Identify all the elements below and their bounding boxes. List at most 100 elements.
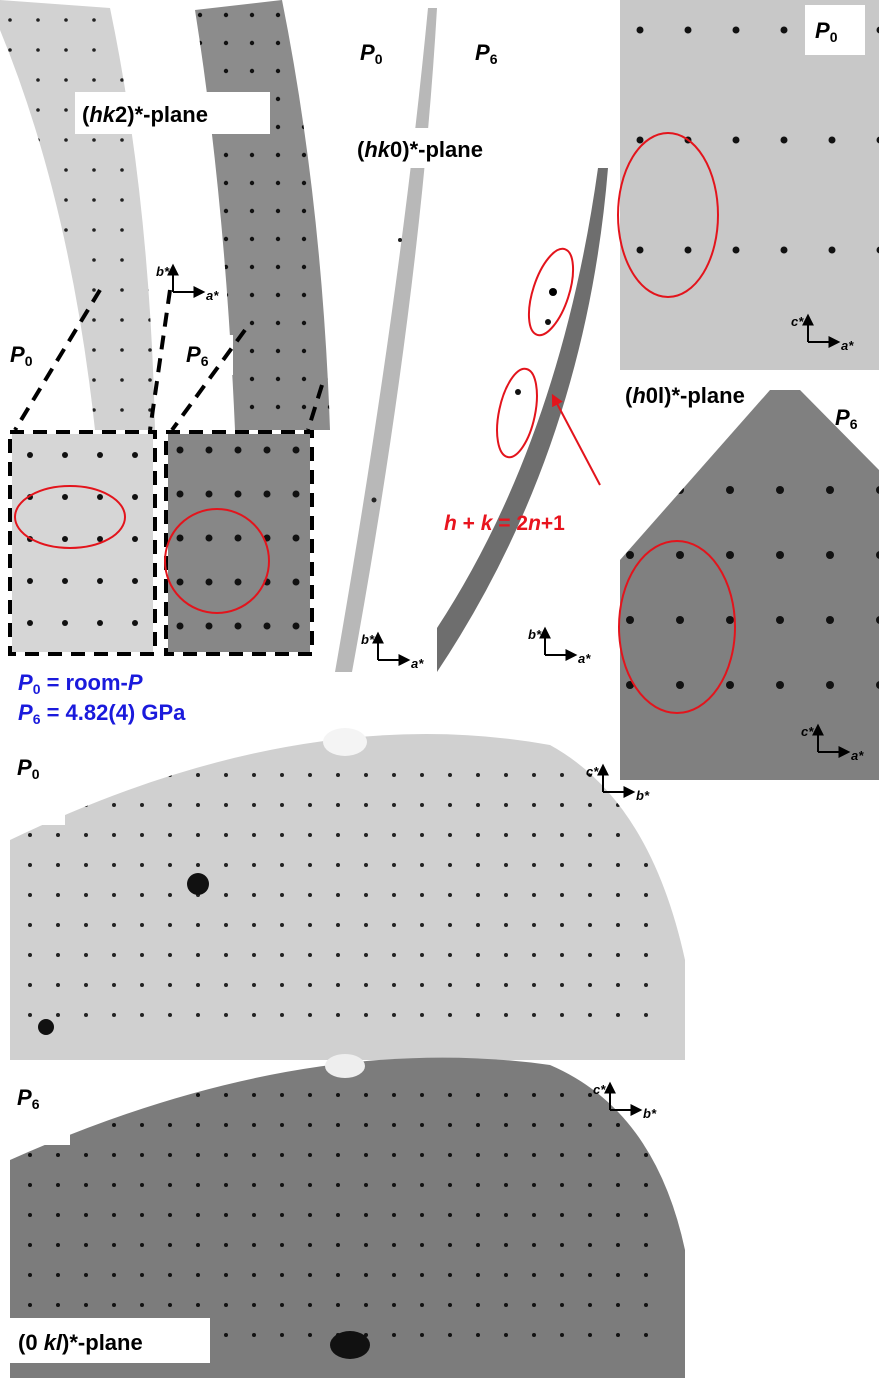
spot bbox=[112, 923, 116, 927]
spot bbox=[588, 1183, 592, 1187]
spot bbox=[196, 1243, 200, 1247]
spot bbox=[504, 1303, 508, 1307]
spot bbox=[280, 1013, 284, 1017]
spot bbox=[560, 893, 564, 897]
spot bbox=[120, 348, 124, 352]
spot bbox=[92, 18, 96, 22]
spot bbox=[27, 452, 33, 458]
spot bbox=[28, 893, 32, 897]
figure: (hk2)*-plane b* a* P0 P6 P0 = room-P P6 … bbox=[0, 0, 879, 1378]
spot bbox=[336, 1243, 340, 1247]
spot bbox=[36, 48, 40, 52]
plane-label: (hk0)*-plane bbox=[357, 137, 483, 162]
spot bbox=[420, 953, 424, 957]
spot bbox=[168, 1273, 172, 1277]
spot bbox=[198, 41, 202, 45]
spot bbox=[476, 893, 480, 897]
spot bbox=[168, 1213, 172, 1217]
spot bbox=[588, 1303, 592, 1307]
spot bbox=[36, 408, 40, 412]
spot bbox=[56, 1153, 60, 1157]
spot bbox=[112, 1153, 116, 1157]
spot bbox=[364, 1213, 368, 1217]
spot bbox=[302, 293, 306, 297]
spot bbox=[168, 773, 172, 777]
spot bbox=[560, 1183, 564, 1187]
spot bbox=[637, 137, 644, 144]
spot bbox=[644, 833, 648, 837]
spot bbox=[644, 1153, 648, 1157]
spot bbox=[448, 803, 452, 807]
spot bbox=[250, 237, 254, 241]
spot bbox=[476, 1213, 480, 1217]
spot bbox=[549, 288, 557, 296]
spot bbox=[92, 78, 96, 82]
spot bbox=[308, 1303, 312, 1307]
spot bbox=[276, 41, 280, 45]
spot bbox=[224, 893, 228, 897]
spot bbox=[84, 983, 88, 987]
spot bbox=[560, 1273, 564, 1277]
axis-label: b* bbox=[643, 1106, 657, 1121]
spot bbox=[36, 18, 40, 22]
spot bbox=[308, 1333, 312, 1337]
spot bbox=[685, 247, 692, 254]
spot bbox=[308, 1013, 312, 1017]
spot bbox=[84, 1213, 88, 1217]
spot bbox=[198, 377, 202, 381]
spot bbox=[733, 137, 740, 144]
spot bbox=[336, 1303, 340, 1307]
spot bbox=[132, 620, 138, 626]
spot bbox=[420, 1303, 424, 1307]
spot bbox=[476, 1243, 480, 1247]
spot bbox=[280, 1243, 284, 1247]
spot bbox=[148, 78, 152, 82]
spot bbox=[62, 452, 68, 458]
spot bbox=[328, 41, 332, 45]
spot bbox=[64, 78, 68, 82]
spot bbox=[177, 623, 184, 630]
spot bbox=[224, 405, 228, 409]
spot bbox=[328, 265, 332, 269]
spot bbox=[148, 198, 152, 202]
spot bbox=[206, 579, 213, 586]
spot bbox=[293, 535, 300, 542]
spot bbox=[392, 863, 396, 867]
spot bbox=[112, 1213, 116, 1217]
spot bbox=[148, 168, 152, 172]
spot bbox=[588, 983, 592, 987]
spot bbox=[8, 318, 12, 322]
zoom-line bbox=[150, 290, 170, 430]
spot bbox=[250, 153, 254, 157]
spot bbox=[148, 288, 152, 292]
spot bbox=[62, 536, 68, 542]
spot bbox=[120, 288, 124, 292]
spot bbox=[120, 168, 124, 172]
spot bbox=[252, 803, 256, 807]
axis-label: c* bbox=[593, 1082, 606, 1097]
spot bbox=[235, 535, 242, 542]
spot bbox=[420, 1243, 424, 1247]
spot bbox=[726, 486, 734, 494]
plane-label: (h0l)*-plane bbox=[625, 383, 745, 408]
spot bbox=[64, 288, 68, 292]
spot bbox=[196, 1303, 200, 1307]
spot bbox=[140, 953, 144, 957]
spot bbox=[308, 773, 312, 777]
spot bbox=[280, 833, 284, 837]
spot bbox=[8, 138, 12, 142]
spot bbox=[588, 1333, 592, 1337]
spot bbox=[92, 258, 96, 262]
spot bbox=[196, 773, 200, 777]
spot bbox=[448, 953, 452, 957]
spot bbox=[198, 153, 202, 157]
spot bbox=[616, 1243, 620, 1247]
spot bbox=[112, 1273, 116, 1277]
spot bbox=[252, 1333, 256, 1337]
spot bbox=[364, 1013, 368, 1017]
spot bbox=[235, 447, 242, 454]
plane-label: (hk2)*-plane bbox=[82, 102, 208, 127]
spot bbox=[532, 893, 536, 897]
spot bbox=[302, 377, 306, 381]
spot bbox=[726, 616, 734, 624]
